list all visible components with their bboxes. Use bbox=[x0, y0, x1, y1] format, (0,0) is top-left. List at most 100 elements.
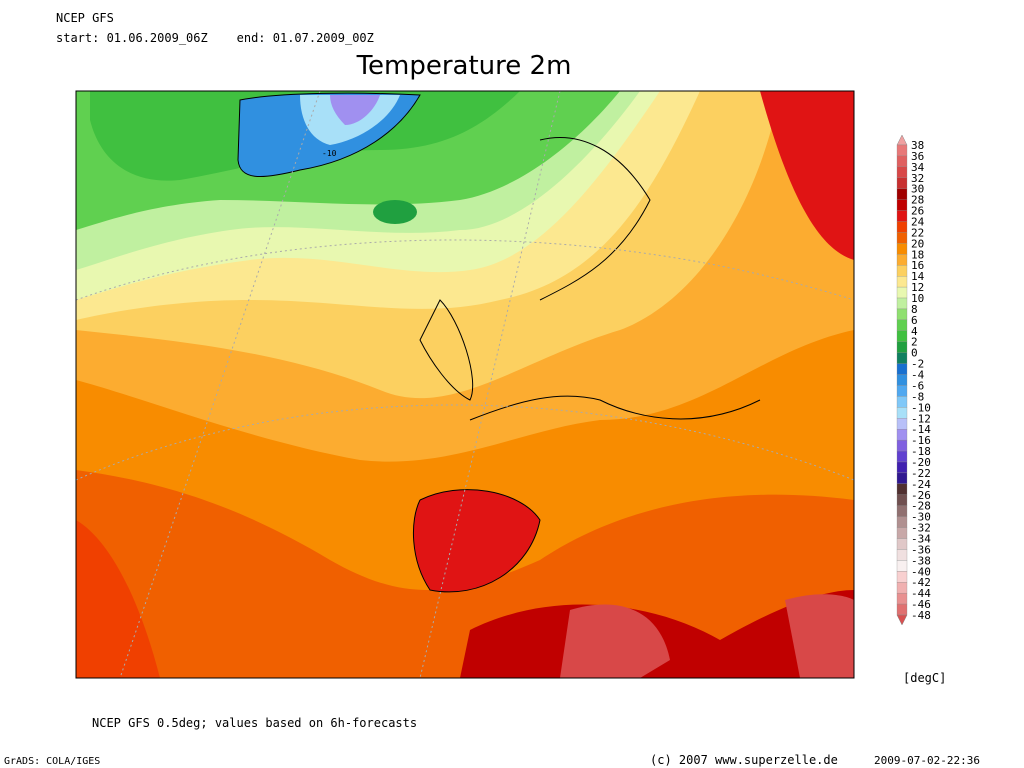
software-label: GrADS: COLA/IGES bbox=[4, 756, 100, 767]
colorbar-band bbox=[896, 494, 908, 506]
colorbar-label: 34 bbox=[911, 161, 925, 174]
colorbar-label: 38 bbox=[911, 139, 924, 152]
colorbar-band bbox=[896, 144, 908, 157]
colorbar-label: -22 bbox=[911, 467, 931, 480]
colorbar-label: 28 bbox=[911, 194, 924, 207]
colorbar-band bbox=[896, 254, 908, 266]
colorbar-label: -44 bbox=[911, 587, 931, 600]
colorbar-band bbox=[896, 527, 908, 539]
temperature-zone bbox=[760, 91, 854, 260]
colorbar-band bbox=[896, 538, 908, 550]
colorbar-band bbox=[896, 319, 908, 331]
colorbar-band bbox=[896, 483, 908, 495]
colorbar-label: -34 bbox=[911, 532, 931, 545]
colorbar-band bbox=[896, 166, 908, 178]
colorbar-band bbox=[896, 603, 908, 616]
colorbar-band bbox=[896, 461, 908, 474]
colorbar-band bbox=[896, 571, 908, 583]
colorbar-label: 32 bbox=[911, 172, 924, 185]
colorbar-label: 26 bbox=[911, 205, 924, 218]
colorbar-band bbox=[896, 177, 908, 189]
colorbar-label: 2 bbox=[911, 336, 918, 349]
colorbar-label: 14 bbox=[911, 270, 925, 283]
timestamp: 2009-07-02-22:36 bbox=[874, 754, 980, 767]
colorbar-band bbox=[896, 210, 908, 222]
colorbar-band bbox=[896, 221, 908, 233]
footer-note: NCEP GFS 0.5deg; values based on 6h-fore… bbox=[92, 716, 417, 730]
sahara-hot bbox=[560, 604, 670, 678]
colorbar-band bbox=[896, 516, 908, 528]
title: Temperature 2m bbox=[356, 51, 572, 81]
colorbar-band bbox=[896, 429, 908, 441]
colorbar-label: -40 bbox=[911, 565, 931, 578]
colorbar-label: -46 bbox=[911, 598, 931, 611]
sahara-hot bbox=[785, 594, 854, 678]
colorbar-label: 16 bbox=[911, 259, 924, 272]
colorbar-label: 8 bbox=[911, 303, 918, 316]
colorbar-label: 36 bbox=[911, 150, 924, 163]
colorbar-label: 0 bbox=[911, 347, 918, 360]
colorbar-band bbox=[896, 232, 908, 244]
colorbar-band bbox=[896, 341, 908, 353]
colorbar-label: -8 bbox=[911, 390, 924, 403]
colorbar-label: -12 bbox=[911, 412, 931, 425]
colorbar-band bbox=[896, 374, 908, 386]
colorbar-label: 12 bbox=[911, 281, 924, 294]
colorbar-label: -10 bbox=[911, 401, 931, 414]
colorbar-band bbox=[896, 505, 908, 517]
colorbar-band bbox=[896, 560, 908, 572]
greenland-ice bbox=[330, 95, 380, 125]
colorbar-band bbox=[896, 592, 908, 605]
colorbar: 38363432302826242220181614121086420-2-4-… bbox=[896, 134, 931, 626]
colorbar-band bbox=[896, 549, 908, 561]
colorbar-label: 18 bbox=[911, 248, 924, 261]
colorbar-band bbox=[896, 450, 908, 463]
colorbar-label: 6 bbox=[911, 314, 918, 327]
colorbar-band bbox=[896, 188, 908, 200]
period-label: start: 01.06.2009_06Z end: 01.07.2009_00… bbox=[56, 31, 374, 45]
iberia bbox=[413, 489, 540, 592]
colorbar-label: 24 bbox=[911, 216, 925, 229]
colorbar-band bbox=[896, 407, 908, 419]
copyright: (c) 2007 www.superzelle.de bbox=[650, 753, 838, 767]
colorbar-label: 4 bbox=[911, 325, 918, 338]
unit-label: [degC] bbox=[903, 671, 946, 685]
colorbar-band bbox=[896, 396, 908, 408]
colorbar-band bbox=[896, 439, 908, 452]
colorbar-top bbox=[896, 134, 908, 146]
colorbar-label: -26 bbox=[911, 489, 931, 502]
colorbar-band bbox=[896, 582, 908, 594]
colorbar-label: -16 bbox=[911, 434, 931, 447]
colorbar-band bbox=[896, 363, 908, 375]
graticule bbox=[76, 91, 854, 678]
coastlines bbox=[237, 92, 761, 593]
colorbar-label: 22 bbox=[911, 226, 924, 239]
colorbar-bottom bbox=[896, 614, 908, 626]
colorbar-band bbox=[896, 199, 908, 211]
colorbar-label: -48 bbox=[911, 609, 931, 622]
colorbar-band bbox=[896, 276, 908, 288]
colorbar-label: -42 bbox=[911, 576, 931, 589]
colorbar-band bbox=[896, 286, 908, 299]
colorbar-label: -30 bbox=[911, 511, 931, 524]
colorbar-band bbox=[896, 418, 908, 430]
colorbar-label: -36 bbox=[911, 543, 931, 556]
model-label: NCEP GFS bbox=[56, 11, 114, 25]
colorbar-band bbox=[896, 308, 908, 321]
colorbar-band bbox=[896, 330, 908, 342]
colorbar-label: -38 bbox=[911, 554, 931, 567]
colorbar-band bbox=[896, 243, 908, 255]
colorbar-label: -18 bbox=[911, 445, 931, 458]
colorbar-label: -28 bbox=[911, 500, 931, 513]
colorbar-label: -14 bbox=[911, 423, 931, 436]
colorbar-label: 10 bbox=[911, 292, 924, 305]
iceland bbox=[373, 200, 417, 224]
colorbar-band bbox=[896, 472, 908, 484]
contour-label: -10 bbox=[322, 149, 337, 158]
colorbar-label: -20 bbox=[911, 456, 931, 469]
colorbar-band bbox=[896, 155, 908, 168]
colorbar-band bbox=[896, 265, 908, 277]
colorbar-band bbox=[896, 297, 908, 310]
colorbar-label: -4 bbox=[911, 369, 925, 382]
colorbar-label: -6 bbox=[911, 379, 924, 392]
